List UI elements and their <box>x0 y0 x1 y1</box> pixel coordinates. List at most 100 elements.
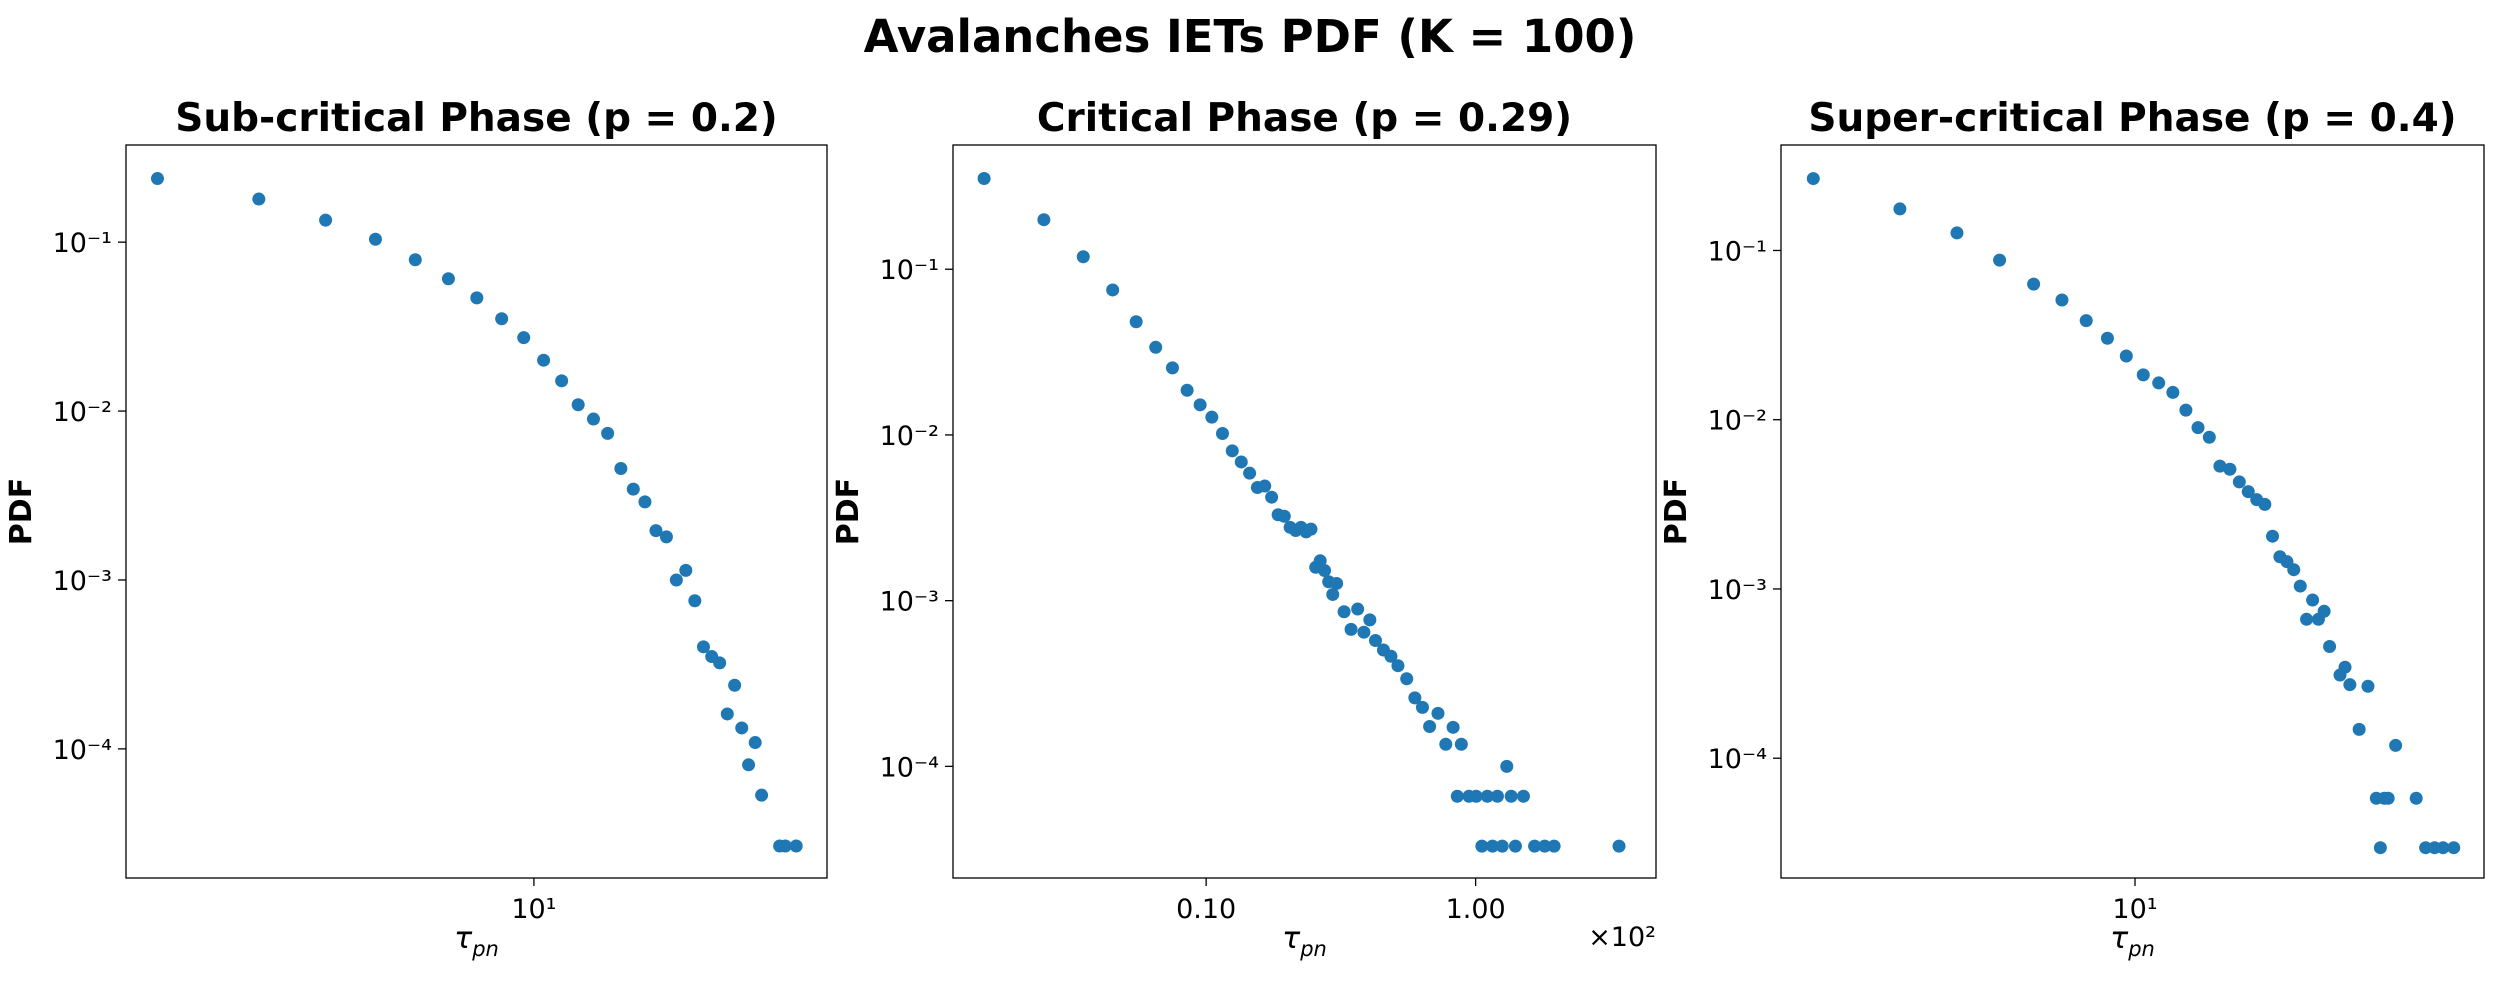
data-point <box>1528 839 1542 853</box>
data-point <box>2136 368 2150 382</box>
data-point <box>495 312 509 326</box>
data-point <box>1277 509 1291 523</box>
data-point <box>789 839 803 853</box>
data-point <box>2266 529 2280 543</box>
y-axis-label: PDF <box>831 478 866 545</box>
data-point <box>1469 789 1483 803</box>
data-point <box>1415 700 1429 714</box>
data-point <box>1504 789 1518 803</box>
data-point <box>1993 253 2007 267</box>
data-point <box>1037 213 1051 227</box>
data-point <box>1165 361 1179 375</box>
data-point <box>1225 444 1239 458</box>
data-point <box>2323 640 2337 654</box>
data-point <box>755 788 769 802</box>
y-tick-label: 10⁻⁴ <box>1708 744 1767 775</box>
y-tick-label: 10⁻² <box>53 397 112 428</box>
data-point <box>1439 737 1453 751</box>
data-point <box>1344 622 1358 636</box>
data-point <box>2079 314 2093 328</box>
axes-frame <box>125 144 828 879</box>
data-point <box>2152 376 2166 390</box>
data-point <box>1538 839 1552 853</box>
data-point <box>571 398 585 412</box>
data-point <box>638 495 652 509</box>
data-point <box>1318 564 1332 578</box>
data-point <box>1431 706 1445 720</box>
data-point <box>649 524 663 538</box>
data-point <box>1495 839 1509 853</box>
data-point <box>669 573 683 587</box>
data-point <box>2343 678 2357 692</box>
data-point <box>659 530 673 544</box>
data-point <box>2213 459 2227 473</box>
data-point <box>470 291 484 305</box>
data-point <box>1408 691 1422 705</box>
data-point <box>601 426 615 440</box>
data-point <box>1357 625 1371 639</box>
data-point <box>2191 421 2205 435</box>
data-point <box>2027 277 2041 291</box>
data-point <box>696 640 710 654</box>
data-point <box>748 736 762 750</box>
subplot-title: Sub-critical Phase (p = 0.2) <box>175 96 777 141</box>
data-point <box>1893 202 1907 216</box>
data-point <box>2258 497 2272 511</box>
data-point <box>2352 722 2366 736</box>
data-point <box>2119 349 2133 363</box>
data-point <box>1475 839 1489 853</box>
data-point <box>1454 737 1468 751</box>
data-point <box>2361 679 2375 693</box>
y-tick-label: 10⁻² <box>1708 406 1767 437</box>
data-point <box>441 272 455 286</box>
y-tick-label: 10⁻⁴ <box>880 752 939 783</box>
data-point <box>1500 759 1514 773</box>
data-point <box>1368 633 1382 647</box>
data-point <box>586 412 600 426</box>
data-point <box>2293 579 2307 593</box>
y-tick-label: 10⁻² <box>880 421 939 452</box>
data-point <box>1106 283 1120 297</box>
data-point <box>2202 430 2216 444</box>
x-axis-label-subscript: pn <box>1299 937 1327 961</box>
y-axis-label: PDF <box>1659 478 1694 545</box>
y-tick-label: 10⁻¹ <box>1708 236 1767 267</box>
data-point <box>1243 466 1257 480</box>
data-point <box>1490 789 1504 803</box>
data-point <box>2166 385 2180 399</box>
data-point <box>1384 649 1398 663</box>
y-tick-label: 10⁻⁴ <box>53 735 112 766</box>
data-point <box>720 707 734 721</box>
data-point <box>742 758 756 772</box>
data-point <box>713 656 727 670</box>
data-point <box>977 171 991 185</box>
data-point <box>537 353 551 367</box>
data-point <box>2241 485 2255 499</box>
x-tick-label: 10¹ <box>2112 894 2157 925</box>
x-axis-label: τpn <box>2110 921 2155 961</box>
data-point <box>1508 839 1522 853</box>
data-point <box>1480 789 1494 803</box>
data-point <box>2232 475 2246 489</box>
subplot-title: Critical Phase (p = 0.29) <box>1037 96 1572 141</box>
data-point <box>2287 563 2301 577</box>
data-point <box>2409 791 2423 805</box>
data-point <box>614 462 628 476</box>
data-point <box>2338 660 2352 674</box>
y-axis-label: PDF <box>4 478 39 545</box>
figure-title: Avalanches IETs PDF (K = 100) <box>864 10 1637 63</box>
data-point <box>1304 522 1318 536</box>
data-point <box>2373 841 2387 855</box>
x-axis-label-symbol: τ <box>2110 921 2129 956</box>
data-point <box>1193 398 1207 412</box>
data-point <box>252 192 266 206</box>
x-axis-label: τpn <box>1282 921 1327 961</box>
x-tick-label: 10¹ <box>511 894 556 925</box>
data-point <box>1076 250 1090 264</box>
data-point <box>626 482 640 496</box>
data-point <box>1450 789 1464 803</box>
data-point <box>1423 720 1437 734</box>
data-point <box>1313 554 1327 568</box>
data-point <box>1129 315 1143 329</box>
data-point <box>2100 331 2114 345</box>
